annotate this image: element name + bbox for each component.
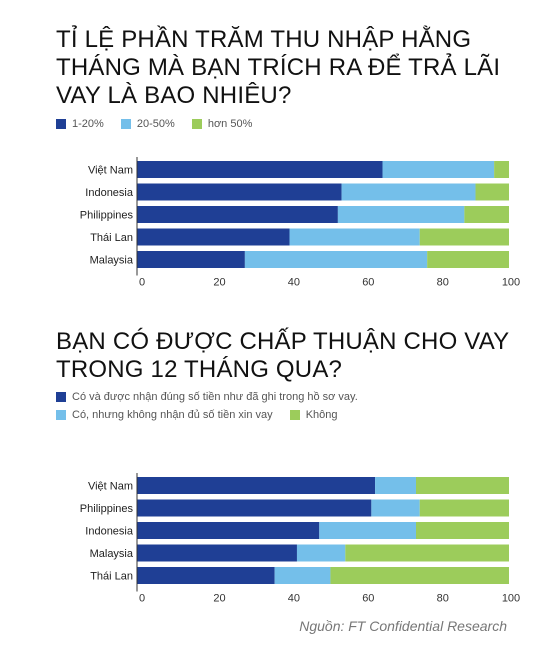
chart-1-title: TỈ LỆ PHẦN TRĂM THU NHẬP HẰNG THÁNG MÀ B… — [56, 26, 501, 109]
bar-segment — [337, 206, 465, 223]
bar-segment — [296, 544, 346, 562]
bar-segment — [371, 499, 420, 517]
legend-item: Có, nhưng không nhận đủ số tiền xin vay — [56, 409, 273, 421]
bar-segment — [416, 522, 509, 539]
bar-segment — [341, 183, 476, 201]
legend-item: 20-50% — [120, 118, 175, 130]
bar-segment — [419, 228, 509, 246]
legend-label: Có, nhưng không nhận đủ số tiền xin vay — [72, 409, 273, 421]
category-label: Philippines — [80, 210, 134, 222]
category-label: Thái Lan — [90, 571, 133, 583]
chart-2-legend: Có và được nhận đúng số tiền như đã ghi … — [56, 391, 536, 427]
category-label: Indonesia — [85, 526, 134, 538]
legend-label: 1-20% — [72, 118, 104, 130]
legend-item: hơn 50% — [191, 118, 253, 130]
bar-segment — [382, 161, 495, 178]
bar-segment — [345, 544, 509, 562]
x-tick-label: 40 — [288, 593, 300, 605]
legend-swatch — [120, 119, 131, 129]
bar-segment — [427, 251, 509, 268]
bar-segment — [137, 522, 320, 539]
bar-segment — [137, 183, 342, 201]
category-label: Việt Nam — [88, 481, 133, 493]
chart-2-plot: Việt Nam Philippines Indonesia Malaysia Thái… — [80, 473, 520, 605]
x-tick-label: 60 — [362, 593, 374, 605]
bar-segment — [416, 477, 509, 494]
bar-segment — [330, 567, 509, 584]
chart-2-title: BẠN CÓ ĐƯỢC CHẤP THUẬN CHO VAY TRONG 12 … — [56, 328, 509, 383]
chart-1-legend: 1-20% 20-50% hơn 50% — [56, 118, 536, 132]
bar-segment — [319, 522, 416, 539]
x-tick-label: 0 — [139, 277, 145, 289]
legend-label: Không — [305, 409, 338, 421]
x-tick-label: 20 — [213, 593, 225, 605]
category-label: Việt Nam — [88, 165, 133, 177]
legend-item: Có và được nhận đúng số tiền như đã ghi … — [56, 391, 358, 403]
x-tick-label: 100 — [502, 277, 520, 289]
legend-swatch — [56, 119, 66, 129]
source-credit: Nguồn: FT Confidential Research — [299, 618, 507, 634]
x-tick-label: 0 — [139, 593, 145, 605]
legend-swatch — [56, 410, 66, 420]
x-tick-label: 20 — [213, 277, 225, 289]
bar-segment — [464, 206, 509, 223]
bar-segment — [137, 477, 376, 494]
category-label: Malaysia — [90, 548, 134, 560]
category-label: Philippines — [80, 503, 134, 515]
bar-segment — [289, 228, 420, 246]
bar-segment — [137, 228, 290, 246]
bar-segment — [494, 161, 509, 178]
bar-segment — [419, 499, 509, 517]
bar-segment — [137, 567, 275, 584]
legend-swatch — [289, 410, 300, 420]
legend-swatch — [56, 392, 66, 402]
legend-label: 20-50% — [136, 118, 175, 130]
x-tick-label: 80 — [437, 593, 449, 605]
category-label: Thái Lan — [90, 232, 133, 244]
legend-label: Có và được nhận đúng số tiền như đã ghi … — [72, 391, 358, 403]
category-label: Malaysia — [90, 255, 134, 267]
legend-label: hơn 50% — [207, 118, 253, 130]
chart-1-plot: Việt Nam Indonesia Philippines Thái Lan Mala… — [80, 157, 520, 289]
x-tick-label: 60 — [362, 277, 374, 289]
bar-segment — [137, 206, 338, 223]
legend-swatch — [191, 119, 202, 129]
bar-segment — [475, 183, 509, 201]
bar-segment — [244, 251, 428, 268]
x-tick-label: 100 — [502, 593, 520, 605]
category-label: Indonesia — [85, 187, 134, 199]
bar-segment — [375, 477, 416, 494]
bar-segment — [137, 251, 245, 268]
x-tick-label: 40 — [288, 277, 300, 289]
x-tick-label: 80 — [437, 277, 449, 289]
legend-item: 1-20% — [56, 118, 104, 130]
legend-item: Không — [289, 409, 338, 421]
bar-segment — [137, 161, 383, 178]
bar-segment — [274, 567, 331, 584]
bar-segment — [137, 499, 372, 517]
bar-segment — [137, 544, 297, 562]
